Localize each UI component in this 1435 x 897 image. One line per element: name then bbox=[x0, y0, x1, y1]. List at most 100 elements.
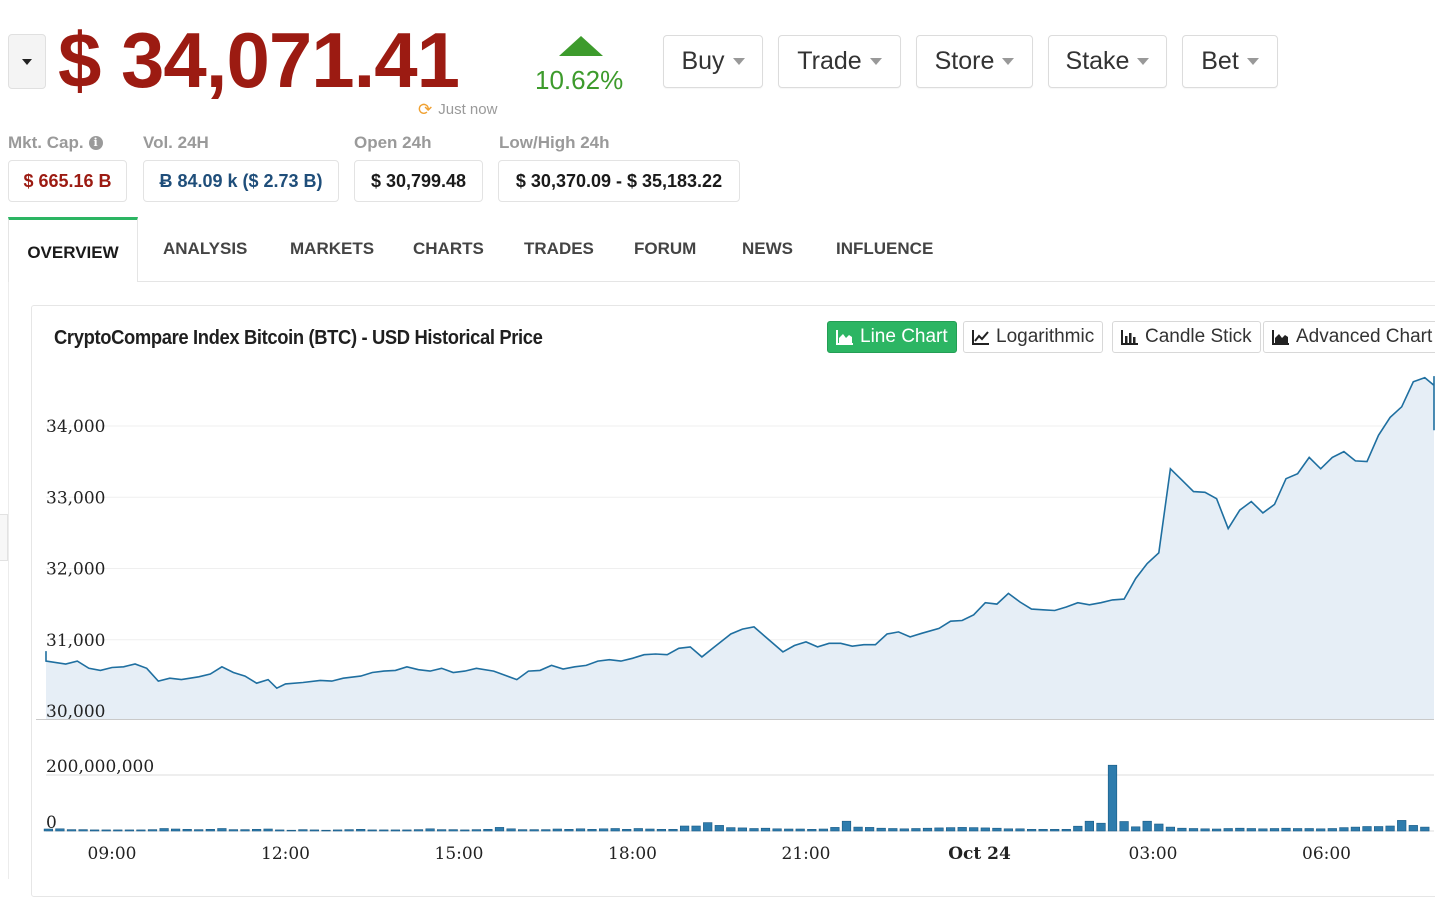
volume-bar bbox=[298, 829, 308, 832]
volume-bar bbox=[182, 828, 192, 832]
tab-markets[interactable]: MARKETS bbox=[290, 239, 375, 258]
volume-bar bbox=[1420, 826, 1430, 832]
last-updated-text: Just now bbox=[438, 101, 498, 118]
volume-tick-label: 0 bbox=[46, 813, 57, 833]
stake-button[interactable]: Stake bbox=[1048, 35, 1167, 88]
volume-bar bbox=[1177, 827, 1187, 832]
volume-bar bbox=[934, 827, 944, 832]
volume-bar bbox=[1246, 828, 1256, 832]
price-chart[interactable]: 30,000 31,000 32,000 33,000 34,000 0 200,000,… bbox=[0, 0, 1435, 879]
volume-bar bbox=[1397, 820, 1407, 832]
volume-bar bbox=[945, 827, 956, 832]
volume-bar bbox=[252, 828, 262, 832]
time-tick-label: 09:00 bbox=[88, 844, 137, 864]
tab-news[interactable]: NEWS bbox=[742, 239, 793, 258]
volume-bar bbox=[807, 828, 817, 832]
tab-overview[interactable]: OVERVIEW bbox=[8, 217, 138, 282]
mkt-cap-value: $ 665.16 B bbox=[8, 160, 127, 202]
volume-bar bbox=[356, 828, 366, 832]
volume-bar bbox=[1316, 828, 1326, 832]
tab-trades[interactable]: TRADES bbox=[524, 239, 594, 258]
trade-button-label: Trade bbox=[797, 47, 862, 75]
bet-button-label: Bet bbox=[1201, 47, 1239, 75]
refresh-icon[interactable]: ⟳ bbox=[418, 100, 433, 119]
volume-bar bbox=[136, 829, 146, 832]
volume-bar bbox=[575, 828, 586, 832]
line-chart-button[interactable]: Line Chart bbox=[827, 321, 957, 353]
tab-influence[interactable]: INFLUENCE bbox=[836, 239, 934, 258]
volume-bar bbox=[413, 829, 424, 832]
volume-bar bbox=[656, 828, 666, 832]
advanced-chart-label: Advanced Chart bbox=[1296, 326, 1433, 347]
side-handle[interactable] bbox=[0, 514, 8, 561]
volume-bar bbox=[275, 829, 285, 832]
vol-24h-label: Vol. 24H bbox=[143, 133, 209, 152]
volume-bar bbox=[1304, 828, 1314, 832]
vol-24h-value: Ƀ 84.09 k ($ 2.73 B) bbox=[143, 160, 339, 202]
volume-bar bbox=[1188, 828, 1199, 832]
caret-down-icon bbox=[732, 58, 745, 65]
volume-bar bbox=[1269, 828, 1280, 832]
buy-button[interactable]: Buy bbox=[663, 35, 763, 88]
logarithmic-label: Logarithmic bbox=[996, 326, 1095, 347]
volume-bar bbox=[691, 825, 701, 832]
volume-bar bbox=[957, 827, 967, 832]
price-change-percent: 10.62% bbox=[535, 65, 624, 95]
volume-bar bbox=[1027, 828, 1037, 832]
buy-button-label: Buy bbox=[681, 47, 725, 75]
time-tick-label: 06:00 bbox=[1302, 844, 1351, 864]
area-chart-icon bbox=[1272, 330, 1289, 345]
volume-bar bbox=[980, 827, 990, 832]
candle-stick-button[interactable]: Candle Stick bbox=[1112, 321, 1261, 353]
volume-bar bbox=[286, 829, 296, 832]
volume-bar bbox=[517, 829, 528, 832]
volume-bar bbox=[587, 828, 597, 832]
volume-bar bbox=[1131, 826, 1141, 832]
coin-selector-dropdown[interactable] bbox=[8, 34, 46, 89]
volume-bar bbox=[564, 828, 574, 832]
low-high-value: $ 30,370.09 - $ 35,183.22 bbox=[498, 160, 740, 202]
store-button[interactable]: Store bbox=[916, 35, 1033, 88]
volume-bar bbox=[714, 825, 724, 832]
volume-bar bbox=[205, 828, 215, 832]
time-tick-label: 18:00 bbox=[608, 844, 657, 864]
low-high-label: Low/High 24h bbox=[499, 133, 610, 152]
open-24h-label: Open 24h bbox=[354, 133, 432, 152]
volume-bar bbox=[1107, 764, 1118, 832]
time-tick-label: 03:00 bbox=[1129, 844, 1178, 864]
volume-bar bbox=[1003, 828, 1013, 832]
volume-bar bbox=[818, 828, 828, 832]
bet-button[interactable]: Bet bbox=[1182, 35, 1278, 88]
info-icon[interactable]: i bbox=[88, 136, 103, 150]
tab-charts[interactable]: CHARTS bbox=[413, 239, 484, 258]
caret-down-icon bbox=[1137, 58, 1150, 65]
time-axis-labels: 09:00 12:00 15:00 18:00 21:00 Oct 24 03:00 06:0… bbox=[88, 844, 1352, 864]
mkt-cap-label: Mkt. Cap. i bbox=[8, 132, 103, 154]
tab-forum[interactable]: FORUM bbox=[634, 239, 697, 258]
volume-bar bbox=[888, 828, 898, 832]
volume-bar bbox=[159, 828, 169, 832]
trade-button[interactable]: Trade bbox=[778, 35, 901, 88]
volume-bar bbox=[1408, 825, 1418, 832]
advanced-chart-button[interactable]: Advanced Chart bbox=[1263, 321, 1435, 353]
tab-analysis[interactable]: ANALYSIS bbox=[163, 239, 248, 258]
volume-bar bbox=[876, 827, 886, 832]
volume-bar bbox=[367, 829, 377, 832]
volume-bar bbox=[1119, 821, 1129, 832]
volume-bar bbox=[402, 829, 412, 832]
volume-bar bbox=[66, 829, 77, 832]
volume-bar bbox=[1235, 827, 1245, 832]
volume-bar bbox=[1281, 827, 1291, 832]
volume-bar bbox=[263, 828, 273, 832]
volume-bar bbox=[992, 827, 1002, 832]
volume-gridlines bbox=[46, 774, 1434, 832]
volume-bar bbox=[541, 829, 551, 832]
volume-bar bbox=[1165, 826, 1175, 832]
volume-bar bbox=[124, 829, 134, 832]
volume-bar bbox=[622, 828, 632, 832]
volume-bar bbox=[969, 827, 979, 832]
tab-bar: OVERVIEW ANALYSIS MARKETS CHARTS TRADES … bbox=[8, 217, 1435, 282]
volume-bar bbox=[1362, 826, 1372, 832]
logarithmic-button[interactable]: Logarithmic bbox=[963, 321, 1104, 353]
caret-down-icon bbox=[1246, 58, 1259, 65]
